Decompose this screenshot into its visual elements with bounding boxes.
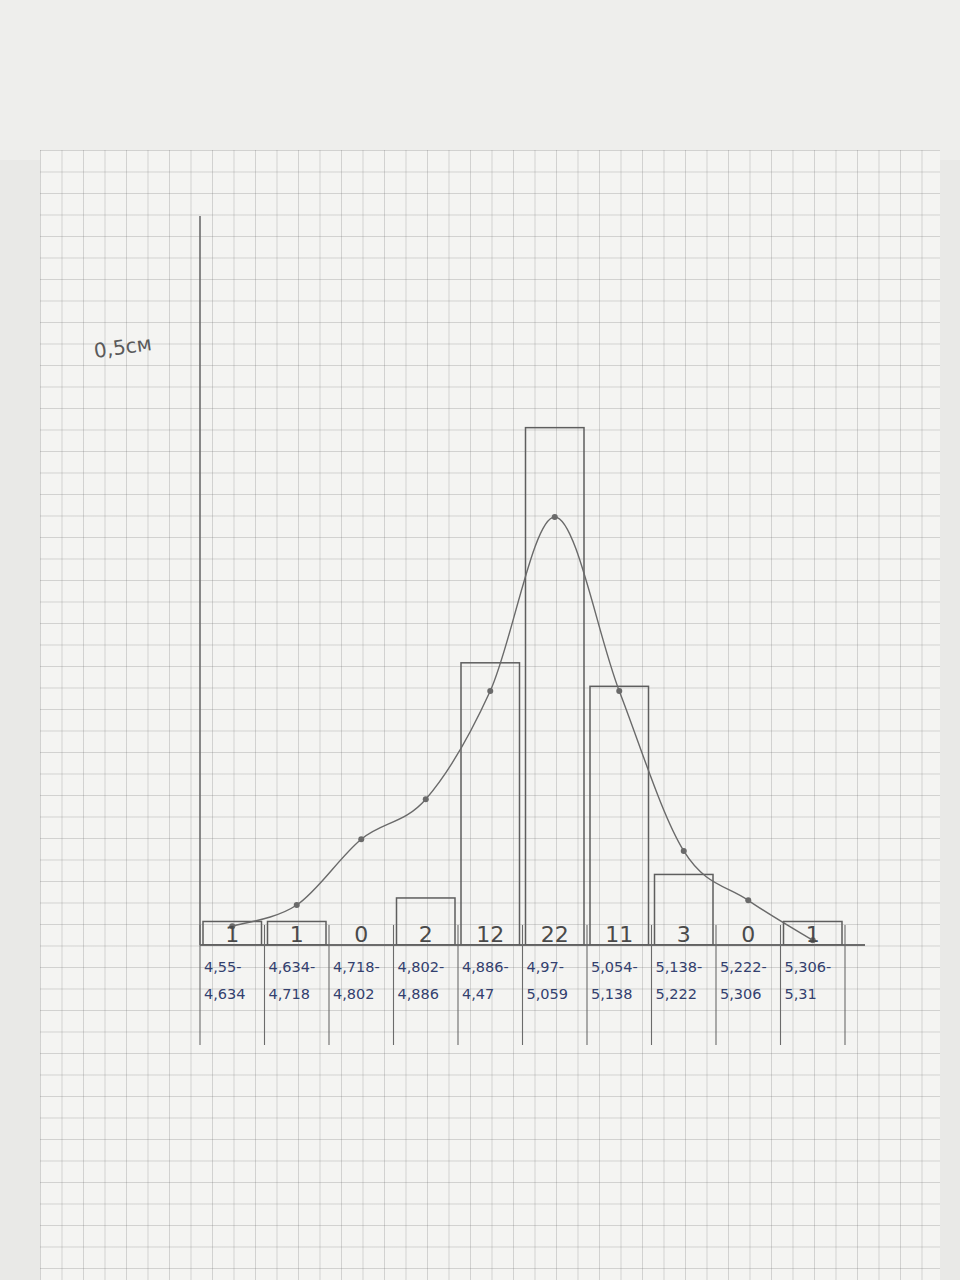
data-label: 1 [806, 922, 820, 947]
data-label: 1 [290, 922, 304, 947]
x-tick-label: 4,718-4,802 [333, 959, 380, 1002]
bin-separator [199, 925, 200, 1045]
x-tick-label: 4,634-4,718 [269, 959, 316, 1002]
bin-separator [393, 925, 394, 1045]
graph-paper [40, 150, 940, 1280]
data-label: 0 [354, 922, 368, 947]
x-tick-label: 5,222-5,306 [720, 959, 767, 1002]
curve-point [552, 514, 558, 520]
bin-separator [715, 925, 716, 1045]
chart: 11021222113014,55-4,6344,634-4,7184,718-… [0, 0, 960, 1280]
bar [526, 428, 585, 945]
labels: 11021222113014,55-4,6344,634-4,7184,718-… [92, 331, 831, 1002]
bin-separator [457, 925, 458, 1045]
data-label: 1 [225, 922, 239, 947]
data-label: 12 [476, 922, 504, 947]
bin-separator [328, 925, 329, 1045]
plot-area [203, 428, 842, 945]
x-tick-label: 4,802-4,886 [398, 959, 445, 1002]
data-label: 0 [741, 922, 755, 947]
curve-point [745, 897, 751, 903]
bin-separator [586, 925, 587, 1045]
sheet-top [0, 0, 960, 160]
data-label: 11 [605, 922, 633, 947]
bin-separator [522, 925, 523, 1045]
curve-point [616, 688, 622, 694]
x-tick-label: 4,97-5,059 [527, 959, 569, 1002]
bin-separator [264, 925, 265, 1045]
x-tick-label: 5,306-5,31 [785, 959, 832, 1002]
x-tick-label: 5,054-5,138 [591, 959, 638, 1002]
data-label: 22 [541, 922, 569, 947]
density-curve [232, 517, 813, 940]
bin-separator [844, 925, 845, 1045]
curve-point [487, 688, 493, 694]
data-label: 2 [419, 922, 433, 947]
x-tick-label: 5,138-5,222 [656, 959, 703, 1002]
y-axis [199, 216, 201, 945]
x-tick-label: 4,55-4,634 [204, 959, 246, 1002]
bin-separator [651, 925, 652, 1045]
bar [590, 686, 649, 945]
curve-point [423, 796, 429, 802]
y-label: 0,5см [92, 331, 153, 363]
bar [461, 663, 520, 945]
bin-separator [780, 925, 781, 1045]
x-tick-label: 4,886-4,47 [462, 959, 509, 1002]
curve-point [358, 836, 364, 842]
curve-point [681, 848, 687, 854]
curve-point [294, 902, 300, 908]
data-label: 3 [677, 922, 691, 947]
